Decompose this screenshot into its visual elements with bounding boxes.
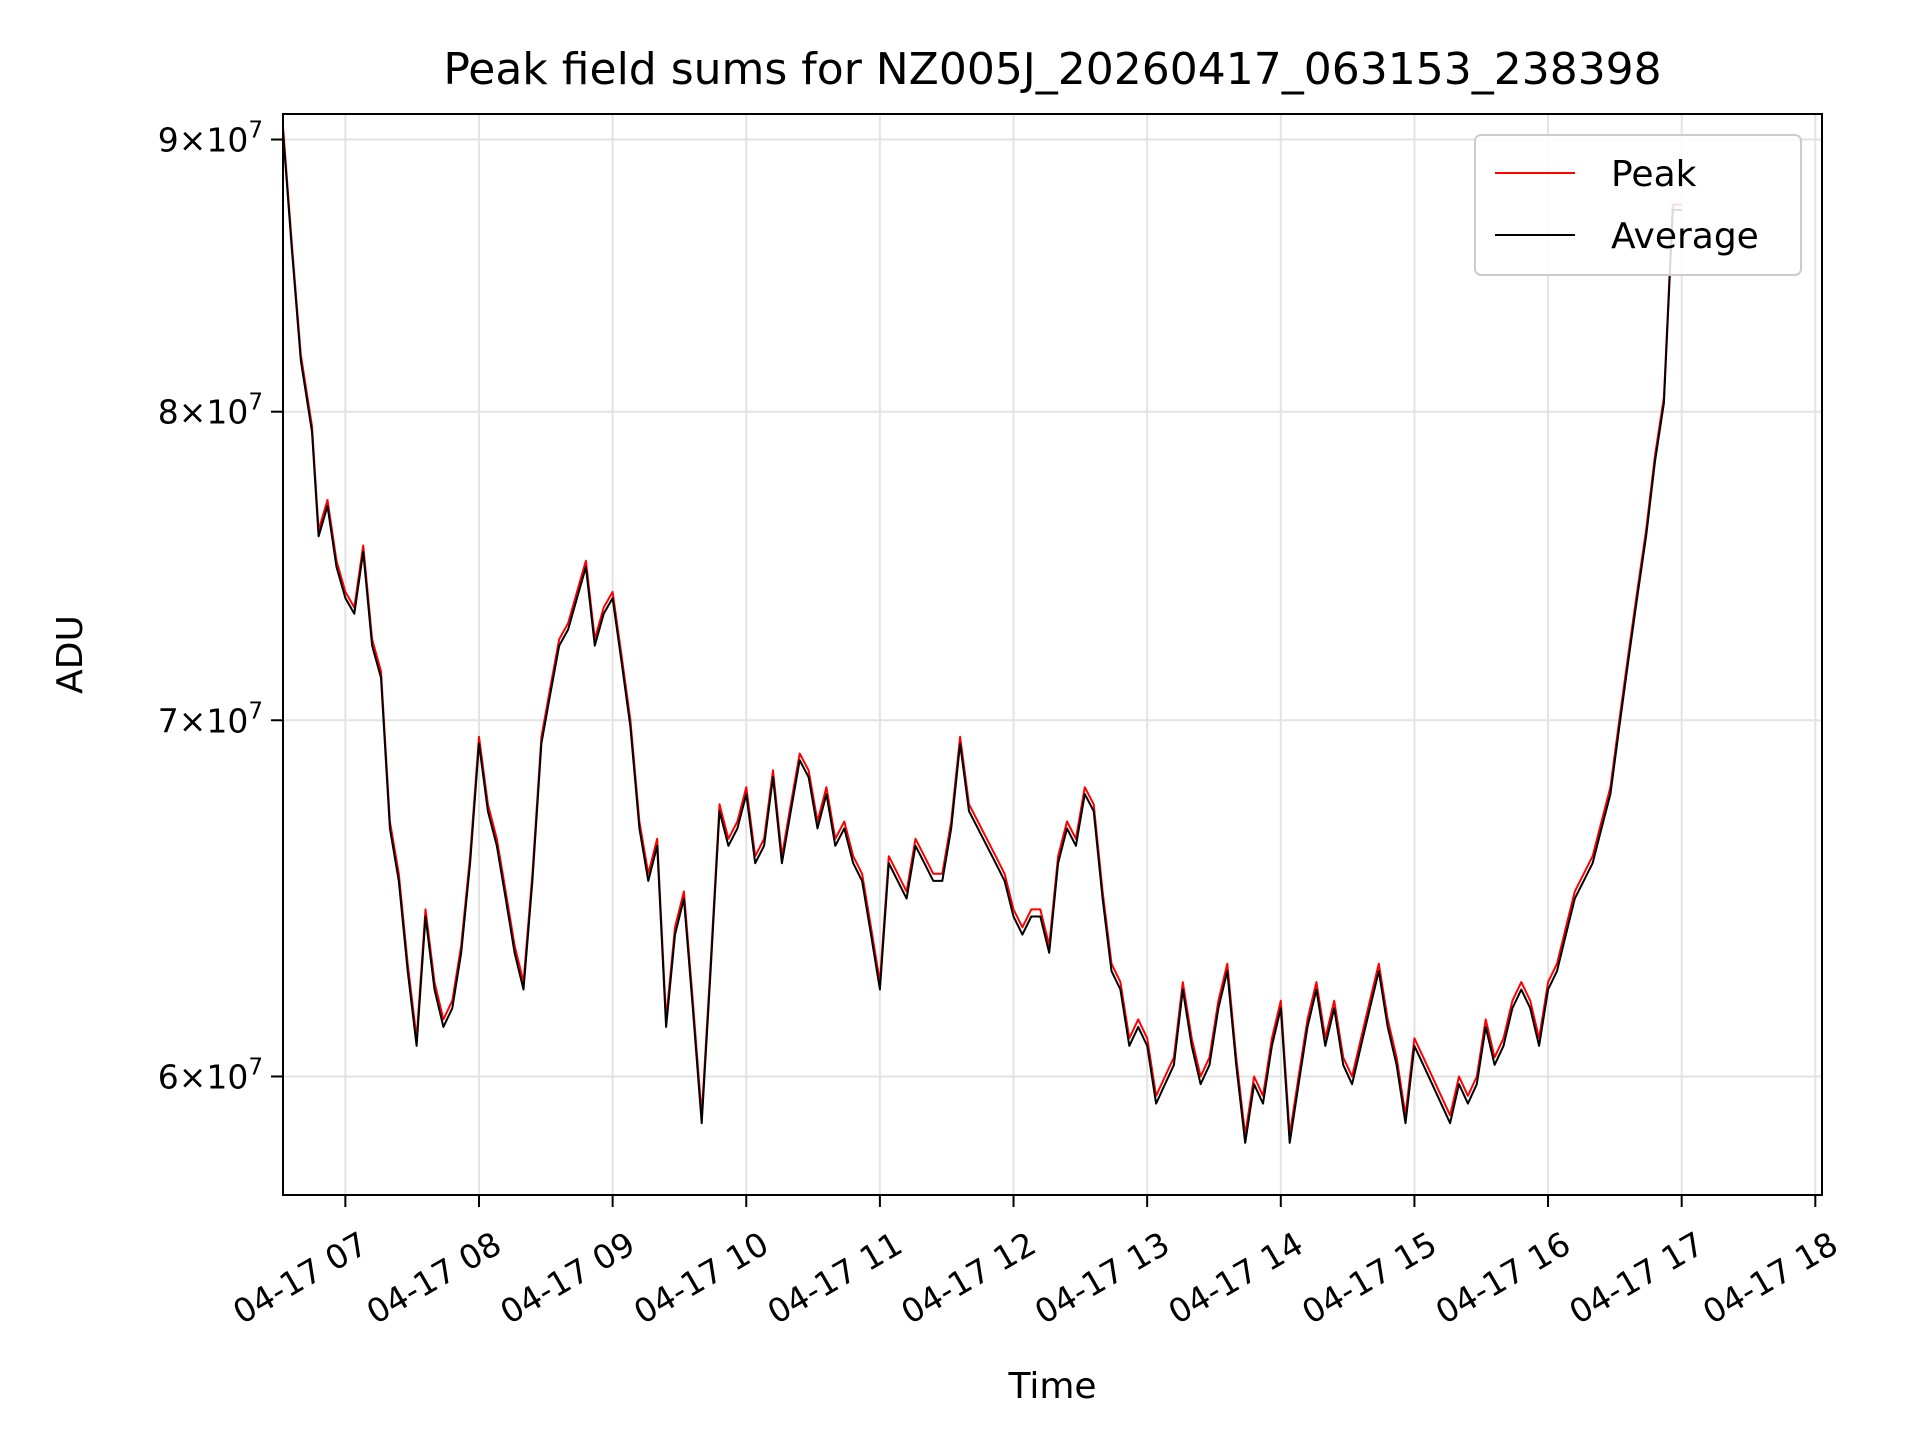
series-layer: [282, 126, 1682, 1144]
x-tick-label: 04-17 16: [1429, 1224, 1577, 1332]
y-tick-exponent: 7: [248, 698, 263, 724]
y-axis-label: ADU: [50, 615, 91, 694]
x-axis-label: Time: [1007, 1366, 1096, 1407]
y-tick-label: 6×107: [158, 1054, 263, 1096]
series-line-average: [282, 131, 1682, 1144]
legend-label: Peak: [1611, 154, 1697, 195]
y-tick-mantissa: 7: [158, 701, 179, 740]
x-tick-label: 04-17 18: [1696, 1224, 1844, 1332]
legend: Peak Average: [1474, 134, 1802, 276]
y-tick-exponent: 7: [248, 1054, 263, 1080]
x-tick-label: 04-17 14: [1162, 1224, 1310, 1332]
series-line-peak: [282, 126, 1682, 1136]
y-tick-mantissa: 8: [158, 393, 179, 432]
y-tick-exponent: 7: [248, 118, 263, 144]
y-tick-label: 9×107: [158, 118, 263, 160]
y-tick-exponent: 7: [248, 390, 263, 416]
y-tick-mantissa: 6: [158, 1057, 179, 1096]
chart-title: Peak field sums for NZ005J_20260417_0631…: [443, 44, 1661, 95]
y-tick-times: ×10: [179, 121, 249, 160]
y-tick-label: 8×107: [158, 390, 263, 432]
y-tick-mantissa: 9: [158, 121, 179, 160]
x-tick-label: 04-17 15: [1295, 1224, 1443, 1332]
x-tick-label: 04-17 13: [1028, 1224, 1176, 1332]
x-tick-label: 04-17 17: [1563, 1224, 1711, 1332]
x-tick-label: 04-17 10: [627, 1224, 775, 1332]
legend-label: Average: [1611, 216, 1759, 257]
grid: [283, 114, 1822, 1195]
x-tick-label: 04-17 09: [493, 1224, 641, 1332]
x-tick-label: 04-17 12: [894, 1224, 1042, 1332]
y-tick-times: ×10: [179, 1057, 249, 1096]
y-tick-times: ×10: [179, 393, 249, 432]
x-tick-label: 04-17 07: [226, 1224, 374, 1332]
legend-box: [1474, 134, 1802, 276]
y-tick-times: ×10: [179, 701, 249, 740]
x-tick-label: 04-17 08: [360, 1224, 508, 1332]
plot-frame: [282, 113, 1823, 1196]
x-tick-label: 04-17 11: [761, 1224, 909, 1332]
y-tick-label: 7×107: [158, 698, 263, 740]
